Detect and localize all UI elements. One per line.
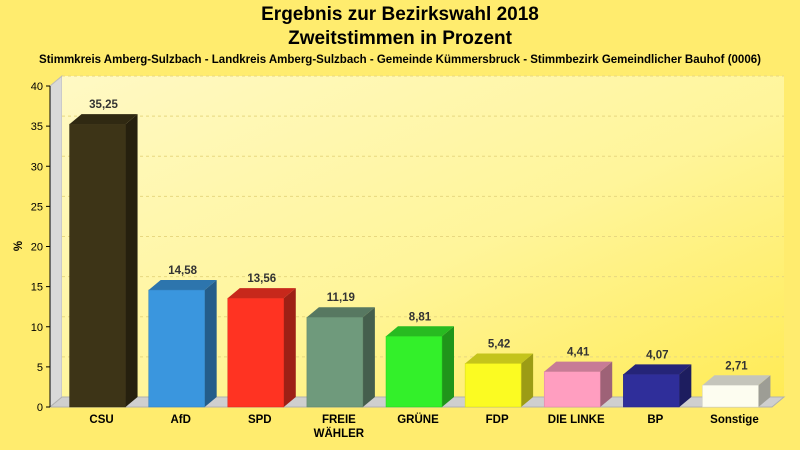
bar-top bbox=[465, 353, 534, 364]
bar-top bbox=[227, 288, 296, 299]
category-label: AfD bbox=[170, 414, 190, 426]
bar-die-linke bbox=[543, 361, 613, 408]
value-label: 35,25 bbox=[89, 99, 118, 111]
bar-top bbox=[69, 114, 138, 125]
category-label-line: GRÜNE bbox=[397, 413, 439, 426]
category-label-line: BP bbox=[647, 414, 663, 426]
bar-spd bbox=[227, 288, 296, 408]
bar-front bbox=[227, 297, 285, 408]
bar-top bbox=[623, 364, 692, 375]
bar-side bbox=[204, 279, 217, 407]
bar-grüne bbox=[385, 326, 454, 408]
value-label: 4,07 bbox=[646, 349, 668, 361]
category-label-line: DIE LINKE bbox=[548, 414, 605, 426]
bar-front bbox=[464, 363, 522, 408]
chart-title-line2: Zweitstimmen in Prozent bbox=[288, 28, 512, 49]
bar-bp bbox=[623, 364, 692, 408]
bar-afd bbox=[148, 279, 217, 408]
bar-top bbox=[386, 326, 454, 337]
category-label-line: Sonstige bbox=[710, 414, 759, 426]
bar-sonstige bbox=[702, 375, 771, 408]
chart-title-line1: Ergebnis zur Bezirkswahl 2018 bbox=[261, 4, 539, 25]
bar-front bbox=[148, 289, 205, 408]
category-label: FREIE WÄHLER bbox=[314, 414, 365, 440]
value-label: 14,58 bbox=[168, 265, 197, 277]
category-label-line: WÄHLER bbox=[314, 427, 365, 440]
y-tick-label: 20 bbox=[31, 242, 43, 254]
bar-front bbox=[623, 374, 680, 408]
category-label-line: CSU bbox=[89, 414, 113, 426]
bar-side bbox=[283, 288, 296, 407]
bar-freie-wähler bbox=[306, 307, 375, 408]
bar-front bbox=[69, 123, 126, 408]
bar-top bbox=[148, 279, 217, 290]
category-label-line: FDP bbox=[486, 414, 509, 426]
value-label: 8,81 bbox=[409, 311, 432, 323]
bar-side bbox=[679, 364, 692, 407]
chart-subtitle: Stimmkreis Amberg-Sulzbach - Landkreis A… bbox=[39, 54, 761, 66]
value-label: 13,56 bbox=[247, 273, 276, 285]
bar-side bbox=[362, 307, 375, 407]
y-tick-label: 5 bbox=[37, 362, 43, 374]
value-label: 4,41 bbox=[567, 347, 590, 359]
value-label: 5,42 bbox=[488, 339, 510, 351]
bar-side bbox=[442, 326, 454, 407]
y-tick-label: 35 bbox=[31, 121, 43, 133]
category-label: SPD bbox=[248, 414, 272, 426]
category-label: DIE LINKE bbox=[548, 414, 605, 426]
category-label: BP bbox=[647, 414, 663, 426]
category-label: CSU bbox=[89, 414, 113, 426]
category-label-line: FREIE bbox=[322, 414, 356, 426]
y-tick-label: 15 bbox=[31, 282, 43, 294]
bar-front bbox=[306, 316, 364, 408]
bar-side bbox=[125, 114, 138, 408]
y-axis-label: % bbox=[13, 241, 25, 251]
bar-front bbox=[702, 385, 759, 408]
category-label: GRÜNE bbox=[397, 413, 439, 426]
value-label: 2,71 bbox=[725, 360, 748, 372]
y-tick-label: 40 bbox=[31, 81, 43, 93]
bar-front bbox=[543, 371, 601, 408]
bar-side bbox=[758, 375, 771, 407]
value-label: 11,19 bbox=[327, 292, 355, 304]
bar-side bbox=[600, 361, 613, 407]
y-tick-label: 30 bbox=[31, 161, 43, 173]
bar-fdp bbox=[464, 353, 534, 408]
y-tick-label: 10 bbox=[31, 322, 43, 334]
bar-top bbox=[306, 307, 375, 318]
bar-side bbox=[521, 353, 534, 407]
category-label: Sonstige bbox=[710, 414, 759, 426]
bar-front bbox=[385, 336, 443, 408]
left-wall bbox=[49, 74, 63, 409]
bar-csu bbox=[69, 114, 138, 408]
bar-top bbox=[702, 375, 771, 386]
category-label-line: SPD bbox=[248, 414, 272, 426]
y-tick-label: 25 bbox=[31, 201, 43, 213]
y-tick-label: 0 bbox=[37, 402, 43, 414]
category-label: FDP bbox=[486, 414, 509, 426]
bar-top bbox=[544, 361, 613, 372]
category-label-line: AfD bbox=[170, 414, 190, 426]
